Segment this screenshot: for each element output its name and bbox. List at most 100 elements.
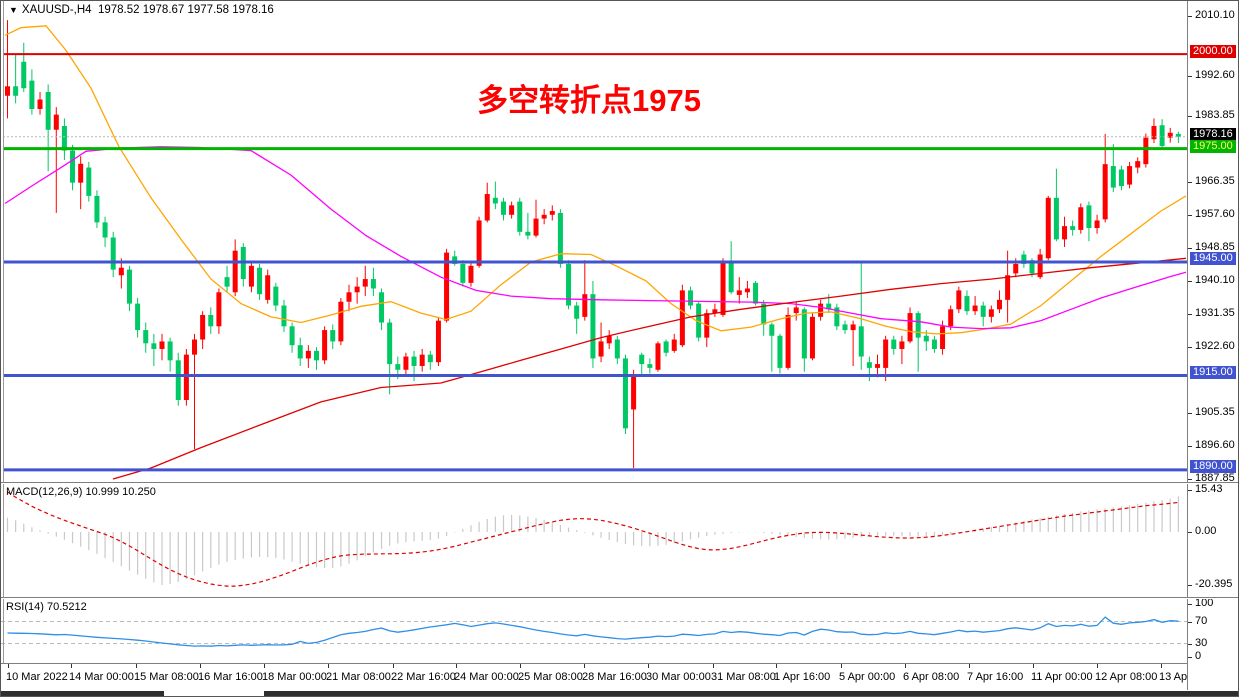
candle-up [1062, 226, 1068, 240]
candle-down [639, 354, 645, 365]
candle-down [761, 303, 767, 325]
candle-up [818, 303, 824, 317]
scale-tick [1188, 281, 1192, 282]
candle-up [1143, 137, 1149, 165]
price-scale-label: 100 [1195, 597, 1214, 609]
symbol-dropdown-icon[interactable]: ▼ [9, 5, 18, 15]
time-axis-label: 30 Mar 00:00 [646, 671, 711, 683]
price-scale-label: 1966.35 [1195, 175, 1235, 187]
time-axis-label: 6 Apr 08:00 [903, 671, 960, 683]
chinese-annotation-text[interactable]: 多空转折点1975 [477, 83, 701, 118]
time-axis-tick [776, 664, 777, 668]
rsi-chart-canvas[interactable] [1, 599, 1187, 663]
scale-tick [1188, 413, 1192, 414]
price-level-badge: 1978.16 [1190, 128, 1236, 141]
candle-down [126, 269, 132, 304]
candle-down [688, 290, 694, 306]
candle-up [956, 290, 962, 310]
candle-down [574, 305, 580, 319]
candle-down [566, 263, 572, 306]
candle-down [1175, 133, 1181, 137]
candle-down [500, 201, 506, 215]
candle-up [322, 330, 328, 361]
candle-down [866, 362, 872, 368]
candle-up [232, 250, 238, 293]
price-scale-label: 1992.60 [1195, 69, 1235, 81]
candle-down [102, 222, 108, 238]
candle-up [883, 339, 889, 368]
candle-down [557, 212, 563, 264]
candle-up [509, 205, 515, 215]
time-axis-label: 16 Mar 16:00 [198, 671, 263, 683]
panel-separator-1[interactable] [1, 482, 1238, 483]
price-scale-label: 1887.85 [1195, 472, 1235, 484]
candle-up [1037, 254, 1043, 278]
candle-down [1086, 205, 1092, 229]
price-scale[interactable]: 2010.10 1992.60 1983.85 1966.35 1957.60 1948.… [1187, 1, 1238, 690]
candle-up [744, 288, 750, 293]
candle-down [858, 326, 864, 357]
panel-separator-1-light [1, 483, 1238, 484]
candle-down [923, 335, 929, 342]
main-chart-panel[interactable] [1, 1, 1187, 482]
time-axis-label: 28 Mar 16:00 [582, 671, 647, 683]
rsi-line [7, 616, 1179, 647]
candle-up [200, 314, 206, 340]
candle-up [216, 292, 222, 327]
candle-down [492, 197, 498, 204]
price-scale-label: 30 [1195, 637, 1208, 649]
candle-down [387, 322, 393, 365]
candle-up [720, 262, 726, 315]
panel-separator-2[interactable] [1, 597, 1238, 598]
time-axis-tick [393, 664, 394, 668]
rsi-indicator-label: RSI(14) 70.5212 [6, 601, 87, 613]
ma-fast-line [4, 25, 1187, 335]
candle-up [988, 309, 994, 317]
time-axis-tick [841, 664, 842, 668]
candle-down [801, 309, 807, 359]
macd-panel[interactable] [1, 484, 1187, 597]
scale-tick [1188, 314, 1192, 315]
time-axis-label: 18 Mar 00:00 [262, 671, 327, 683]
candle-up [541, 214, 547, 219]
time-axis-label: 15 Mar 08:00 [134, 671, 199, 683]
price-level-badge: 1945.00 [1190, 252, 1236, 265]
candle-up [631, 374, 637, 410]
candle-down [1110, 166, 1116, 188]
time-axis[interactable]: 10 Mar 2022 14 Mar 00:00 15 Mar 08:00 16 Ma… [1, 663, 1238, 691]
rsi-panel[interactable] [1, 599, 1187, 663]
candle-down [379, 292, 385, 323]
scale-tick [1188, 347, 1192, 348]
candle-up [265, 275, 271, 300]
bottom-scrollbar[interactable] [1, 691, 1238, 696]
candle-down [777, 335, 783, 368]
candle-up [736, 290, 742, 295]
candle-down [1159, 125, 1165, 147]
time-axis-tick [200, 664, 201, 668]
candle-down [175, 360, 181, 401]
candle-down [21, 61, 27, 89]
price-scale-label: 0.00 [1195, 525, 1217, 537]
chart-title: ▼ XAUUSD-,H4 1978.52 1978.67 1977.58 1978… [9, 4, 274, 16]
time-axis-label: 11 Apr 00:00 [1031, 671, 1093, 683]
candlestick-chart-canvas[interactable] [1, 1, 1187, 482]
candle-down [525, 231, 531, 236]
candle-down [460, 263, 466, 283]
candle-up [1045, 197, 1051, 259]
candle-up [549, 211, 555, 215]
candle-up [118, 267, 124, 276]
macd-chart-canvas[interactable] [1, 484, 1187, 597]
scale-tick [1188, 248, 1192, 249]
candle-down [517, 201, 523, 232]
candle-down [614, 339, 620, 359]
candle-up [785, 314, 791, 368]
candle-up [1102, 164, 1108, 220]
scrollbar-thumb[interactable] [164, 691, 264, 696]
candle-down [842, 324, 848, 331]
price-scale-label: 0 [1195, 650, 1202, 662]
time-axis-label: 5 Apr 00:00 [839, 671, 896, 683]
time-axis-label: 24 Mar 00:00 [454, 671, 519, 683]
time-axis-label: 12 Apr 08:00 [1095, 671, 1158, 683]
candle-up [679, 290, 685, 346]
candle-up [598, 341, 604, 357]
